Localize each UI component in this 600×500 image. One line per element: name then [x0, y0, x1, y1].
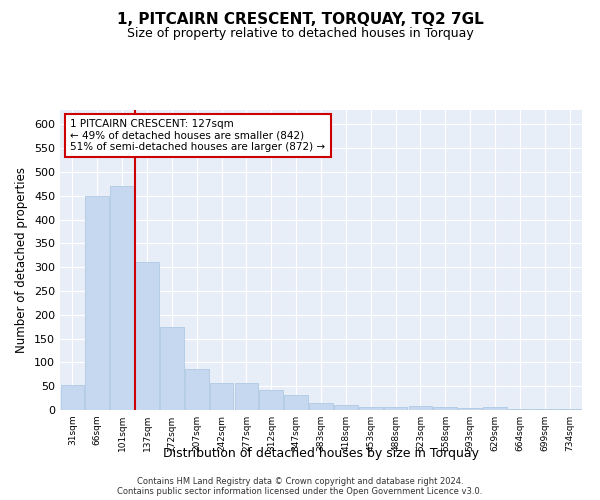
Bar: [458, 408, 482, 410]
Bar: [558, 408, 581, 410]
Bar: [433, 407, 457, 410]
Text: 1 PITCAIRN CRESCENT: 127sqm
← 49% of detached houses are smaller (842)
51% of se: 1 PITCAIRN CRESCENT: 127sqm ← 49% of det…: [70, 119, 326, 152]
Bar: [61, 385, 84, 410]
Bar: [533, 408, 557, 410]
Bar: [259, 390, 283, 410]
Bar: [160, 326, 184, 410]
Bar: [185, 368, 209, 410]
Bar: [85, 196, 109, 410]
Text: Distribution of detached houses by size in Torquay: Distribution of detached houses by size …: [163, 448, 479, 460]
Text: Contains HM Land Registry data © Crown copyright and database right 2024.: Contains HM Land Registry data © Crown c…: [137, 478, 463, 486]
Y-axis label: Number of detached properties: Number of detached properties: [16, 167, 28, 353]
Bar: [210, 383, 233, 410]
Bar: [359, 407, 383, 410]
Text: Contains public sector information licensed under the Open Government Licence v3: Contains public sector information licen…: [118, 488, 482, 496]
Text: 1, PITCAIRN CRESCENT, TORQUAY, TQ2 7GL: 1, PITCAIRN CRESCENT, TORQUAY, TQ2 7GL: [116, 12, 484, 28]
Bar: [483, 406, 507, 410]
Text: Size of property relative to detached houses in Torquay: Size of property relative to detached ho…: [127, 28, 473, 40]
Bar: [508, 409, 532, 410]
Bar: [409, 406, 432, 410]
Bar: [110, 186, 134, 410]
Bar: [309, 403, 333, 410]
Bar: [235, 383, 258, 410]
Bar: [334, 405, 358, 410]
Bar: [384, 407, 407, 410]
Bar: [135, 262, 159, 410]
Bar: [284, 395, 308, 410]
